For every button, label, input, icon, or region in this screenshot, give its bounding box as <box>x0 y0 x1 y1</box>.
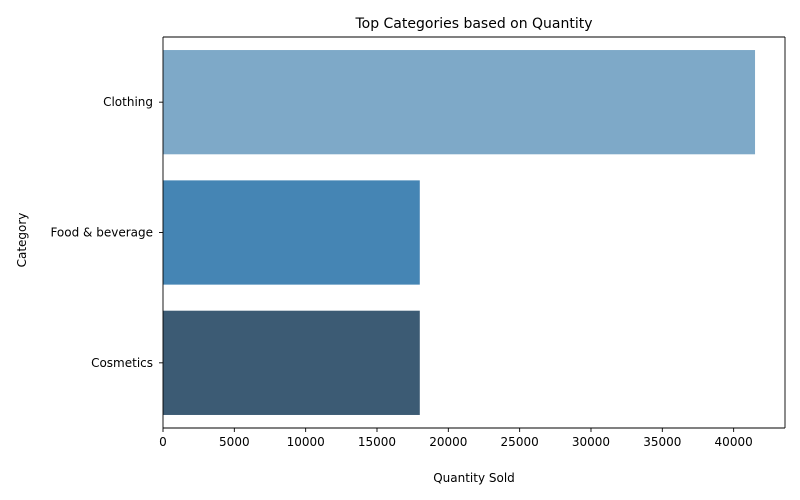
x-axis-label: Quantity Sold <box>433 471 515 485</box>
y-axis-label: Category <box>15 213 29 268</box>
bar-cosmetics <box>163 310 420 415</box>
y-axis-ticks: Clothing Food & beverage Cosmetics <box>50 95 163 370</box>
chart-title: Top Categories based on Quantity <box>354 16 592 32</box>
x-tick-label: 35000 <box>643 435 681 449</box>
y-tick-label: Food & beverage <box>50 226 153 240</box>
bars-group <box>163 50 756 415</box>
x-tick-label: 25000 <box>501 435 539 449</box>
x-tick-label: 30000 <box>572 435 610 449</box>
x-tick-label: 40000 <box>715 435 753 449</box>
y-tick-label: Clothing <box>103 95 153 109</box>
x-tick-label: 20000 <box>429 435 467 449</box>
x-axis-ticks: 0 5000 10000 15000 20000 25000 30000 35000 40000 <box>159 428 753 449</box>
bar-clothing <box>163 50 756 155</box>
x-tick-label: 0 <box>159 435 167 449</box>
axes-frame <box>162 36 786 429</box>
x-tick-label: 5000 <box>219 435 250 449</box>
y-tick-label: Cosmetics <box>91 356 153 370</box>
x-tick-label: 10000 <box>287 435 325 449</box>
bar-food-beverage <box>163 180 420 285</box>
x-tick-label: 15000 <box>358 435 396 449</box>
